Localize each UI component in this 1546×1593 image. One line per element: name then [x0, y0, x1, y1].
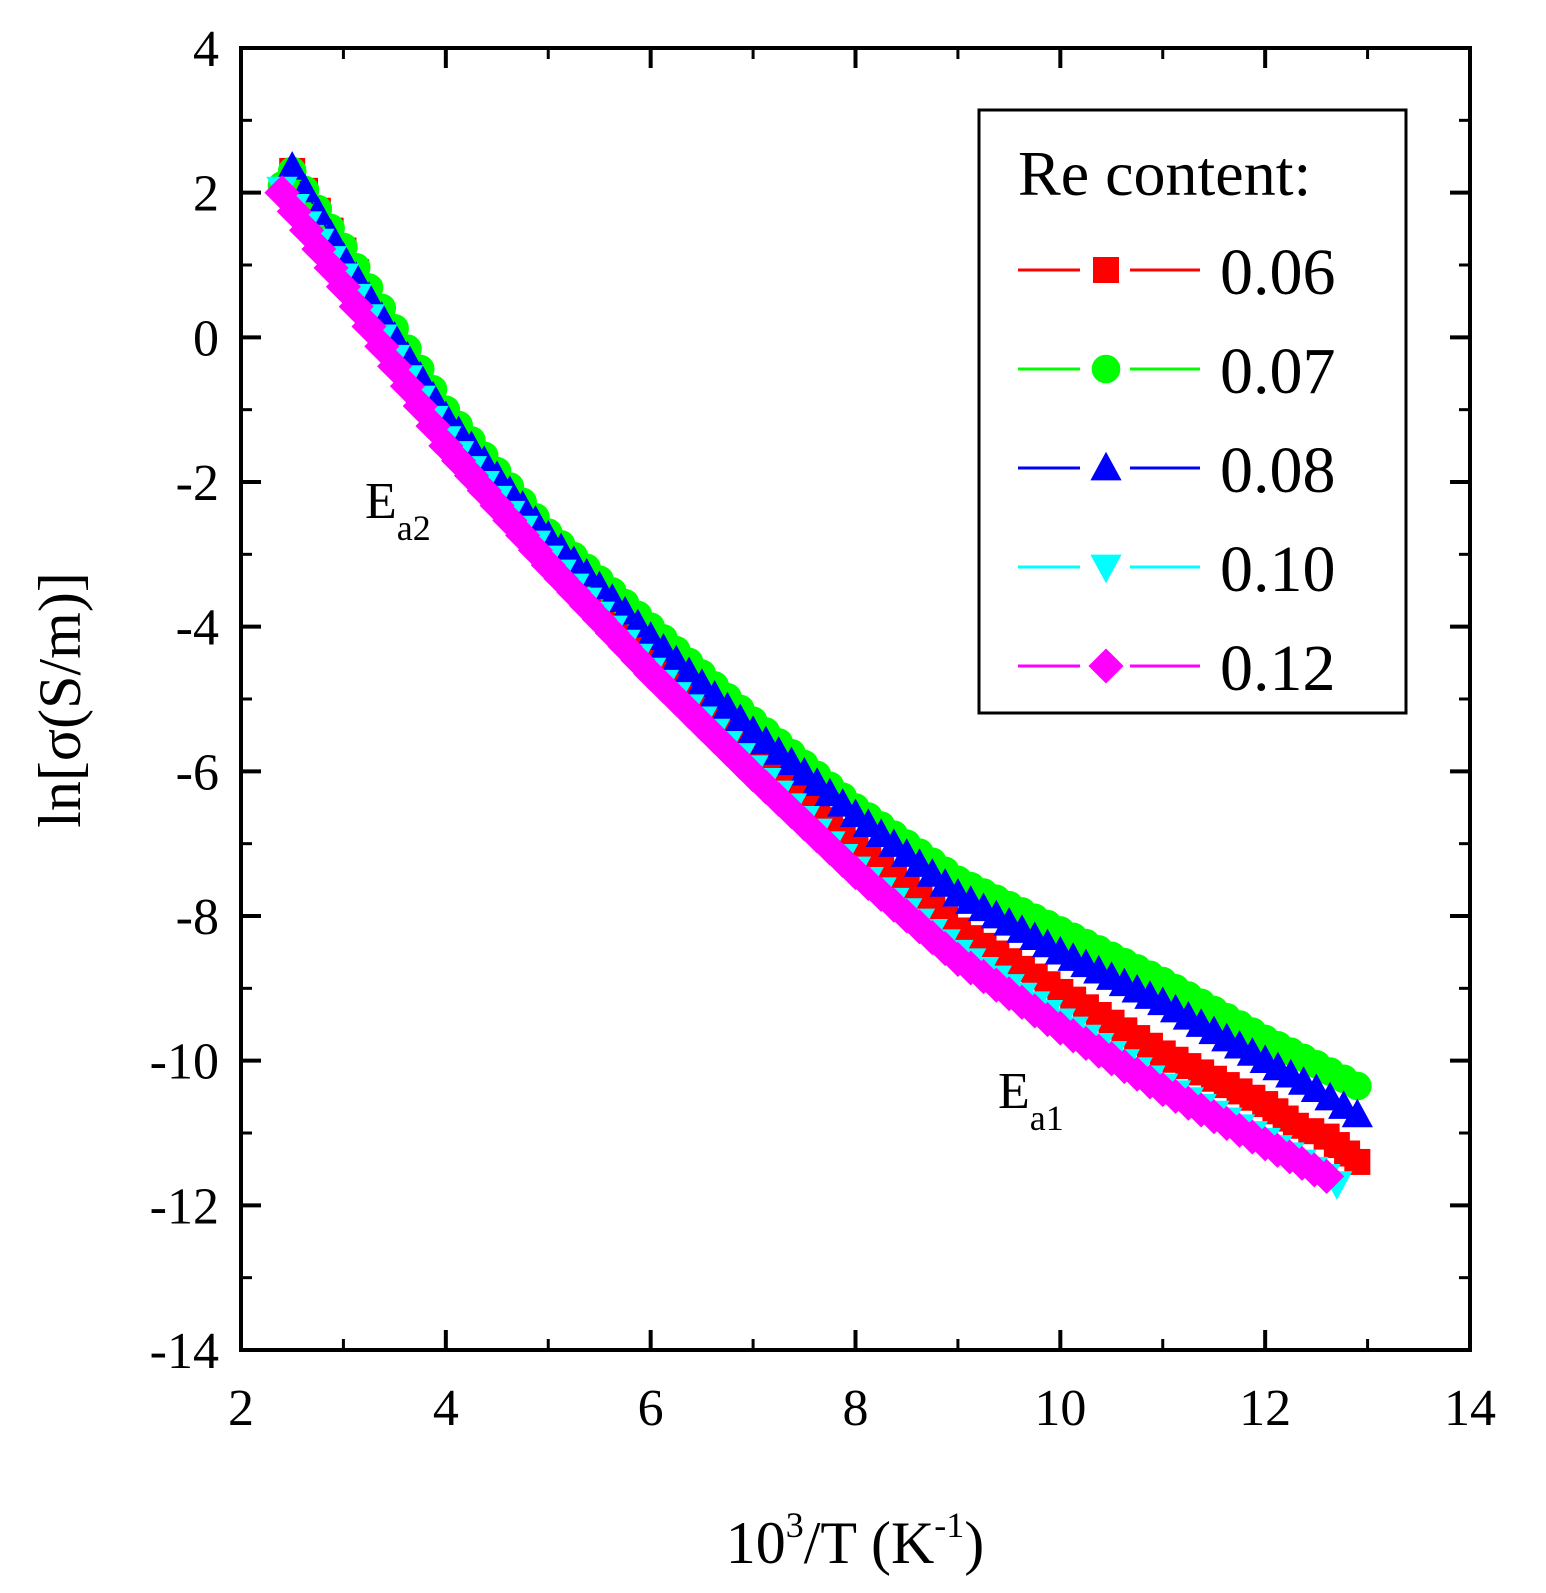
data-point [1309, 1158, 1345, 1194]
legend-label: 0.10 [1220, 533, 1336, 606]
y-tick-label: -10 [150, 1034, 219, 1091]
x-axis-title-mid: /T (K [804, 1510, 935, 1576]
y-tick-label: 2 [193, 166, 219, 223]
legend-title: Re content: [1018, 138, 1311, 209]
data-point [889, 898, 925, 934]
legend-entry-0.07: 0.07 [1018, 335, 1336, 408]
data-point [441, 443, 477, 479]
y-tick-label: -14 [150, 1323, 219, 1380]
data-point [492, 502, 528, 538]
legend-entry-0.12: 0.12 [1018, 632, 1336, 705]
data-point [684, 706, 720, 742]
y-tick-label: -8 [176, 889, 219, 946]
x-tick-label: 10 [1034, 1380, 1086, 1437]
data-point [530, 547, 566, 583]
data-point [607, 629, 643, 665]
data-point [569, 588, 605, 624]
data-point [276, 193, 312, 230]
legend-marker [1090, 451, 1122, 481]
x-tick-label: 6 [638, 1380, 664, 1437]
legend-marker [1088, 648, 1124, 684]
annotation-ea1: Ea1 [998, 1063, 1064, 1138]
legend-entry-0.06: 0.06 [1018, 236, 1336, 309]
data-point [276, 151, 308, 180]
data-point [389, 368, 425, 404]
x-axis-title-end: ) [964, 1510, 984, 1576]
x-axis-title-base: 10 [726, 1510, 786, 1576]
x-axis-title: 103/T (K-1) [726, 1505, 985, 1576]
annotation-ea2-main: E [365, 473, 397, 530]
legend-marker [1093, 257, 1119, 283]
data-point [581, 601, 618, 637]
annotation-ea1-main: E [998, 1063, 1030, 1120]
x-tick-label: 14 [1444, 1380, 1496, 1437]
y-axis-title: ln[σ(S/m)] [27, 572, 93, 828]
legend: Re content: 0.06 0.07 0.08 0.10 0.12 [977, 108, 1408, 715]
legend-label: 0.12 [1220, 632, 1336, 705]
legend-marker [1090, 554, 1122, 584]
data-point [377, 348, 413, 384]
legend-marker [1091, 354, 1121, 384]
x-tick-label: 12 [1239, 1380, 1291, 1437]
legend-entry-0.08: 0.08 [1018, 434, 1336, 507]
y-tick-label: -2 [176, 455, 219, 512]
data-point [505, 517, 541, 553]
data-point [1343, 1071, 1372, 1101]
legend-entries: 0.06 0.07 0.08 0.10 0.12 [1018, 236, 1336, 705]
data-point [466, 473, 502, 509]
legend-label: 0.06 [1220, 236, 1336, 309]
legend-label: 0.07 [1220, 335, 1336, 408]
legend-label: 0.08 [1220, 434, 1336, 507]
x-axis-title-sup: 3 [786, 1505, 804, 1545]
plot-frame [239, 46, 1472, 1352]
tick-labels: 2 4 6 8 10 12 14 -14 -12 -10 -8 -6 -4 -2 0 2 4 [150, 21, 1496, 1437]
x-tick-label: 8 [843, 1380, 869, 1437]
data-point [645, 668, 682, 704]
annotation-ea1-sub: a1 [1030, 1098, 1064, 1138]
x-tick-label: 4 [433, 1380, 459, 1437]
x-tick-label: 2 [228, 1380, 254, 1437]
y-tick-label: -12 [150, 1178, 219, 1235]
x-axis-title-sup2: -1 [934, 1505, 964, 1545]
y-tick-label: -4 [176, 600, 219, 657]
data-point [837, 855, 874, 891]
legend-entry-0.10: 0.10 [1018, 533, 1336, 606]
y-tick-label: -6 [176, 744, 219, 801]
series-0.12 [264, 175, 1345, 1194]
data-point [288, 212, 325, 248]
legend-box [977, 108, 1408, 715]
data-point [620, 642, 656, 678]
data-point [364, 328, 400, 364]
data-point [953, 950, 989, 986]
annotation-ea2-sub: a2 [397, 508, 431, 548]
data-point [325, 269, 361, 305]
annotation-ea2: Ea2 [365, 473, 431, 548]
data-point [543, 561, 579, 597]
data-point [812, 830, 848, 866]
data-point [1341, 1098, 1373, 1128]
y-tick-label: 4 [193, 21, 219, 78]
series-layer [264, 151, 1373, 1200]
y-tick-label: 0 [193, 310, 219, 367]
data-point [1344, 1148, 1371, 1175]
data-point [658, 681, 694, 717]
data-point [402, 388, 438, 424]
